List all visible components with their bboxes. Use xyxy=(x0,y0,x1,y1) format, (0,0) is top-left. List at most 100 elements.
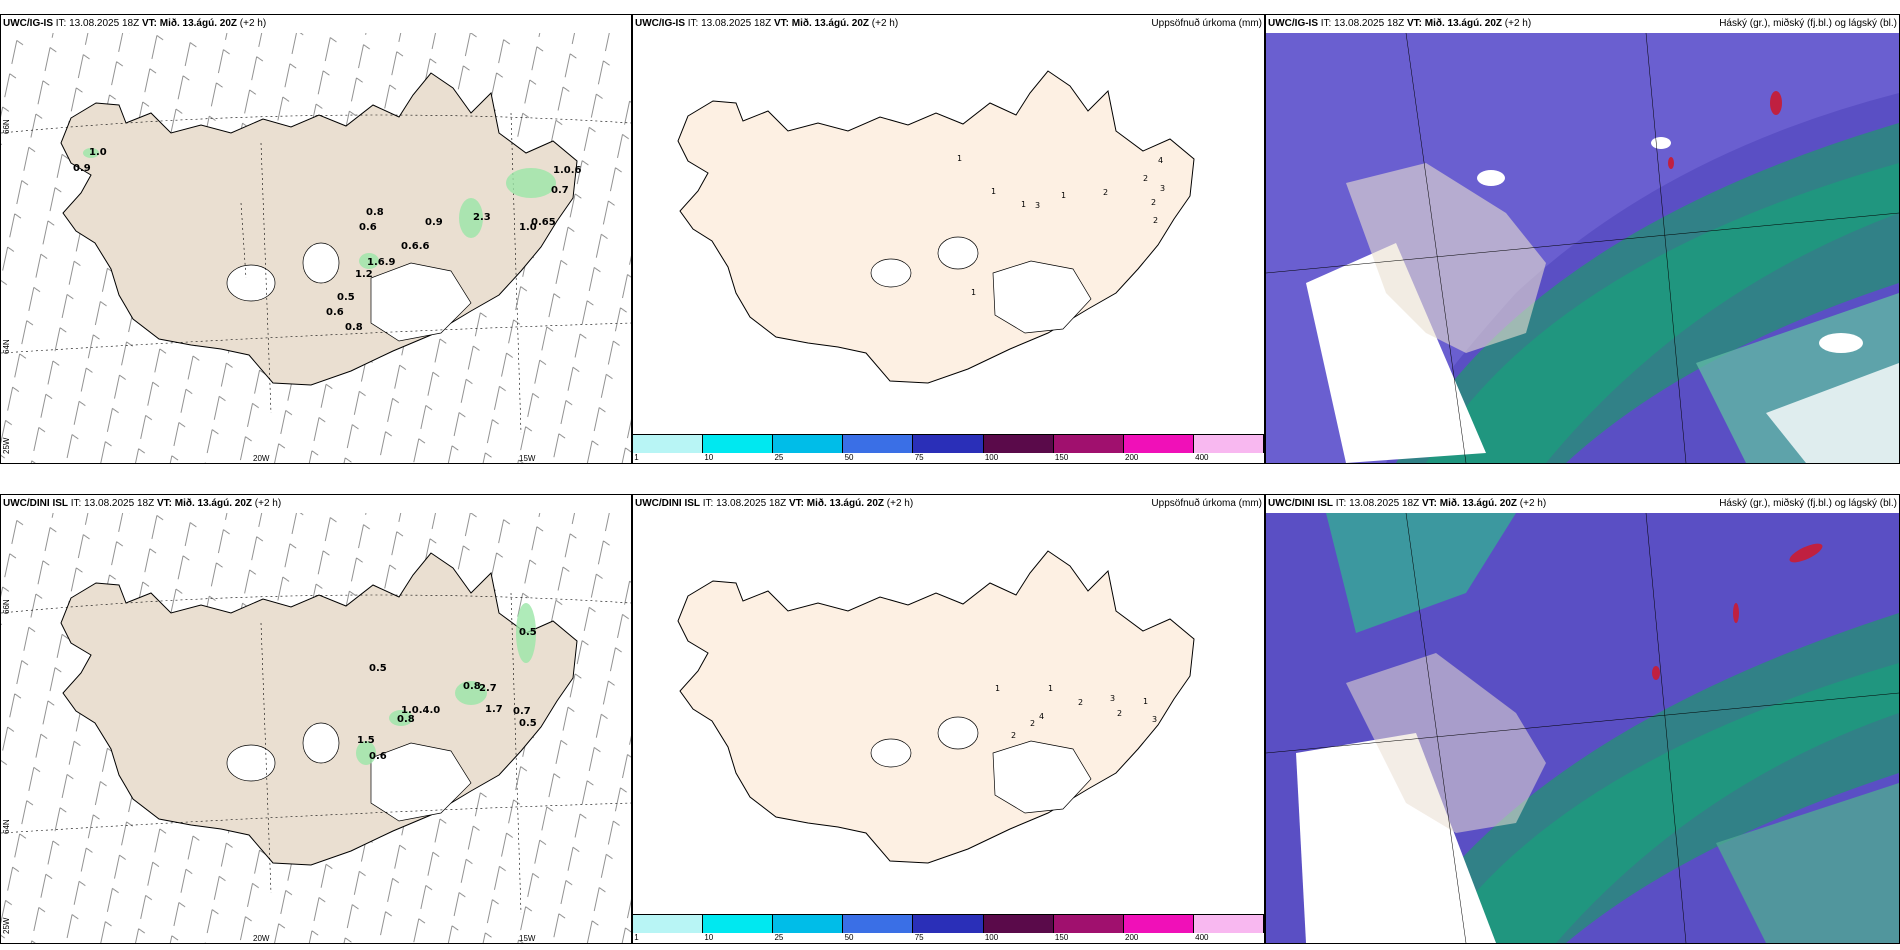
model-name: UWC/IG-IS xyxy=(635,18,685,29)
lon-label-20: 20W xyxy=(253,934,270,943)
wind-speed-label: 1.6.9 xyxy=(367,257,396,268)
colorbar-swatch xyxy=(633,435,704,453)
precip-value-label: 4 xyxy=(1039,712,1044,721)
colorbar-tick: 75 xyxy=(914,453,924,462)
lead-time: (+2 h) xyxy=(254,498,282,509)
wind-speed-label: 0.9 xyxy=(73,163,91,174)
wind-speed-label: 0.6 xyxy=(369,751,387,762)
cloud-map xyxy=(1266,33,1899,463)
model-name: UWC/IG-IS xyxy=(1268,18,1318,29)
colorbar-tick: 400 xyxy=(1195,453,1209,462)
panel-header: UWC/DINI ISL IT: 13.08.2025 18Z VT: Mið.… xyxy=(1268,498,1897,509)
colorbar-tick: 10 xyxy=(704,933,714,942)
wind-speed-label: 1.7 xyxy=(485,704,503,715)
field-title: Háský (gr.), miðský (fj.bl.) og lágský (… xyxy=(1719,498,1897,509)
wind-speed-label: 0.8 xyxy=(345,322,363,333)
lon-label-15: 15W xyxy=(519,454,536,463)
lead-time: (+2 h) xyxy=(886,498,914,509)
precip-value-label: 3 xyxy=(1152,715,1157,724)
colorbar-tick: 200 xyxy=(1125,933,1139,942)
wind-speed-label: 0.6.6 xyxy=(401,241,430,252)
panel-bottom-mid: UWC/DINI ISL IT: 13.08.2025 18Z VT: Mið.… xyxy=(632,494,1265,944)
colorbar-swatch xyxy=(1123,915,1194,933)
panel-top-right: UWC/IG-IS IT: 13.08.2025 18Z VT: Mið. 13… xyxy=(1265,14,1900,464)
colorbar-swatch xyxy=(913,435,984,453)
precip-value-label: 2 xyxy=(1078,698,1083,707)
precip-value-label: 2 xyxy=(1117,709,1122,718)
colorbar-tick: 10 xyxy=(704,453,714,462)
wind-speed-label: 1.0.4.0 xyxy=(401,705,440,716)
colorbar-tick: 25 xyxy=(774,933,784,942)
precip-value-label: 2 xyxy=(1030,719,1035,728)
precip-value-label: 4 xyxy=(1158,156,1163,165)
colorbar-swatch xyxy=(773,915,844,933)
lat-label-66: 66N xyxy=(2,119,11,134)
wind-speed-label: 0.9 xyxy=(425,217,443,228)
lead-time: (+2 h) xyxy=(1504,18,1532,29)
valid-time: VT: Mið. 13.ágú. 20Z xyxy=(773,18,869,29)
colorbar-swatch xyxy=(1193,915,1264,933)
precip-value-label: 3 xyxy=(1160,184,1165,193)
precip-value-label: 2 xyxy=(1153,216,1158,225)
lat-label-66: 66N xyxy=(2,599,11,614)
precip-value-label: 2 xyxy=(1151,198,1156,207)
lat-label-64: 64N xyxy=(2,819,11,834)
model-name: UWC/DINI ISL xyxy=(635,498,700,509)
colorbar-swatch xyxy=(703,435,774,453)
colorbar-swatch xyxy=(913,915,984,933)
precip-value-label: 1 xyxy=(995,684,1000,693)
panel-top-left: UWC/IG-IS IT: 13.08.2025 18Z VT: Mið. 13… xyxy=(0,14,632,464)
wind-map: 0.50.50.82.71.0.4.00.81.7 0.70.51.50.6 66… xyxy=(1,513,631,943)
colorbar-tick: 1 xyxy=(634,933,639,942)
panel-header: UWC/IG-IS IT: 13.08.2025 18Z VT: Mið. 13… xyxy=(3,18,629,29)
lead-time: (+2 h) xyxy=(871,18,899,29)
valid-time: VT: Mið. 13.ágú. 20Z xyxy=(156,498,252,509)
model-name: UWC/DINI ISL xyxy=(3,498,68,509)
wind-speed-label: 1.0 xyxy=(519,222,537,233)
wind-speed-label: 1.0 xyxy=(89,147,107,158)
lead-time: (+2 h) xyxy=(239,18,267,29)
colorbar-tick: 100 xyxy=(984,933,999,942)
wind-speed-label: 0.7 xyxy=(513,706,531,717)
panel-bottom-left: UWC/DINI ISL IT: 13.08.2025 18Z VT: Mið.… xyxy=(0,494,632,944)
colorbar-swatch xyxy=(1053,915,1124,933)
precip-value-label: 1 xyxy=(1048,684,1053,693)
init-time: IT: 13.08.2025 18Z xyxy=(687,18,772,29)
lon-label-15: 15W xyxy=(519,934,536,943)
wind-speed-label: 2.7 xyxy=(479,683,497,694)
colorbar-tick: 150 xyxy=(1054,453,1069,462)
colorbar-tick: 25 xyxy=(774,453,784,462)
colorbar-swatch xyxy=(1193,435,1264,453)
colorbar-ticks: 1 10 25 50 75 100 150 200 400 xyxy=(633,453,1264,463)
precip-value-label: 2 xyxy=(1143,174,1148,183)
wind-speed-label: 0.5 xyxy=(519,627,537,638)
field-title: Uppsöfnuð úrkoma (mm) xyxy=(1151,18,1262,29)
colorbar-swatch xyxy=(1123,435,1194,453)
precip-value-label: 1 xyxy=(991,187,996,196)
colorbar-tick: 75 xyxy=(914,933,924,942)
lead-time: (+2 h) xyxy=(1519,498,1547,509)
panel-header: UWC/DINI ISL IT: 13.08.2025 18Z VT: Mið.… xyxy=(3,498,629,509)
wind-speed-label: 0.6 xyxy=(326,307,344,318)
colorbar-swatch xyxy=(843,435,914,453)
wind-speed-label: 1.5 xyxy=(357,735,375,746)
colorbar-tick: 400 xyxy=(1195,933,1209,942)
colorbar-swatch xyxy=(633,915,704,933)
wind-speed-label: 0.65 xyxy=(531,217,556,228)
wind-speed-label: 0.5 xyxy=(369,663,387,674)
wind-speed-label: 0.6 xyxy=(359,222,377,233)
precip-value-label: 2 xyxy=(1011,731,1016,740)
field-title: Háský (gr.), miðský (fj.bl.) og lágský (… xyxy=(1719,18,1897,29)
wind-speed-label: 1.2 xyxy=(355,269,373,280)
lon-label-20: 20W xyxy=(253,454,270,463)
wind-speed-label: 0.7 xyxy=(551,185,569,196)
lat-label-64: 64N xyxy=(2,339,11,354)
valid-time: VT: Mið. 13.ágú. 20Z xyxy=(1421,498,1517,509)
colorbar-tick: 200 xyxy=(1125,453,1139,462)
field-title: Uppsöfnuð úrkoma (mm) xyxy=(1151,498,1262,509)
init-time: IT: 13.08.2025 18Z xyxy=(70,498,155,509)
panel-bottom-right: UWC/DINI ISL IT: 13.08.2025 18Z VT: Mið.… xyxy=(1265,494,1900,944)
colorbar-ticks: 1 10 25 50 75 100 150 200 400 xyxy=(633,933,1264,943)
